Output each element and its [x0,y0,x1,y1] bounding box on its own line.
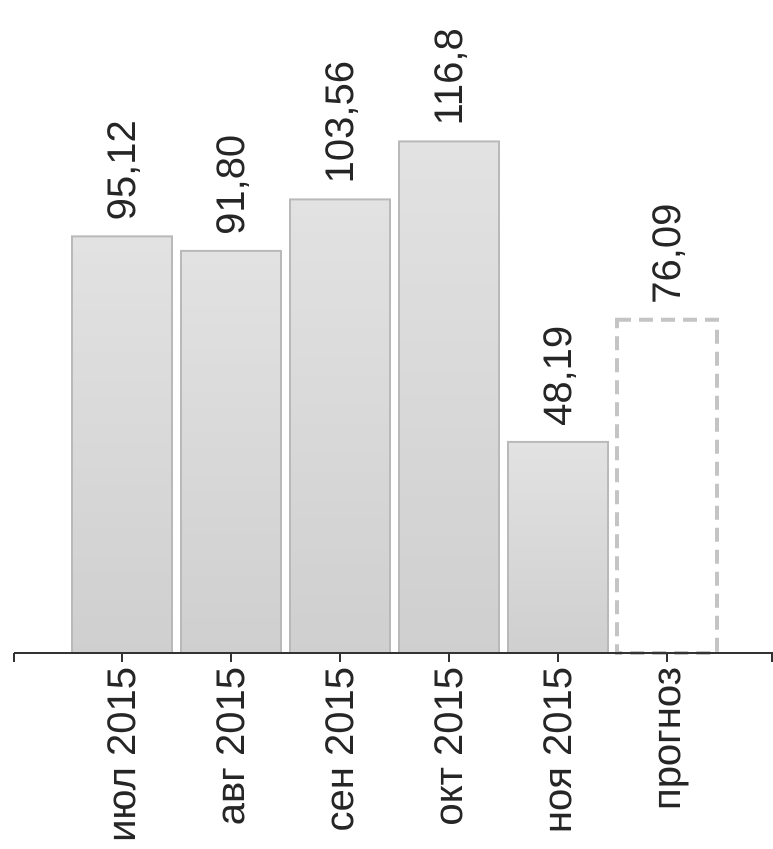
category-label: окт 2015 [427,667,471,826]
bar [289,198,391,654]
bar [398,140,500,655]
category-label: прогноз [645,667,689,810]
x-axis [13,652,773,662]
value-label: 48,19 [536,326,580,426]
value-label: 76,09 [645,204,689,304]
bar [507,440,609,654]
value-label: 95,12 [100,120,144,220]
value-label: 91,80 [209,135,253,235]
category-label: авг 2015 [209,667,253,825]
value-label: 103,56 [318,61,362,183]
category-label: июл 2015 [100,667,144,842]
bars-group [71,140,719,655]
value-label: 116,8 [427,28,471,125]
category-labels-group: июл 2015 авг 2015 сен 2015 окт 2015 ноя 2015… [100,667,689,842]
category-label: ноя 2015 [536,667,580,833]
bar [71,235,173,655]
bar [180,249,282,655]
category-label: сен 2015 [318,667,362,831]
bar-forecast [615,317,719,655]
value-labels-group: 95,12 91,80 103,56 116,8 48,19 76,09 [100,28,689,426]
